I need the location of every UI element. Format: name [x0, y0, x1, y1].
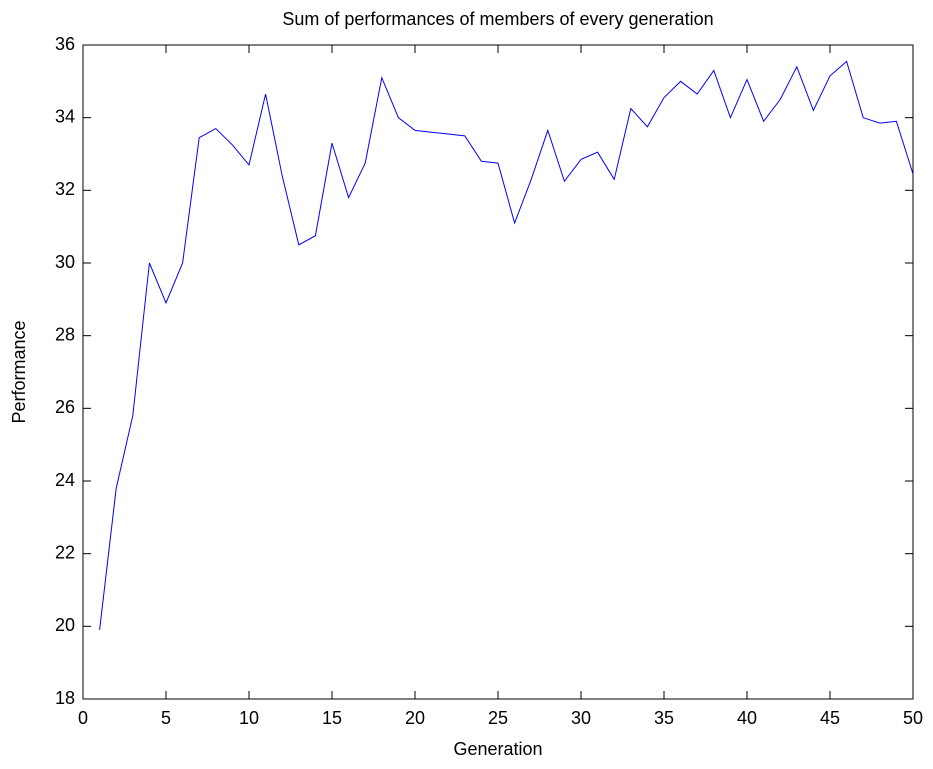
x-tick-label: 30 [571, 708, 591, 728]
x-tick-label: 0 [78, 708, 88, 728]
x-tick-label: 10 [239, 708, 259, 728]
x-axis-label: Generation [453, 739, 542, 759]
y-tick-label: 30 [55, 252, 75, 272]
y-tick-label: 36 [55, 34, 75, 54]
x-tick-label: 40 [737, 708, 757, 728]
y-tick-label: 22 [55, 542, 75, 562]
x-tick-label: 20 [405, 708, 425, 728]
x-tick-label: 35 [654, 708, 674, 728]
y-axis-label: Performance [9, 320, 29, 423]
y-tick-label: 34 [55, 106, 75, 126]
y-tick-label: 18 [55, 688, 75, 708]
x-tick-label: 50 [903, 708, 923, 728]
y-tick-label: 26 [55, 397, 75, 417]
chart-title: Sum of performances of members of every … [282, 9, 713, 29]
y-tick-label: 24 [55, 470, 75, 490]
y-tick-label: 32 [55, 179, 75, 199]
x-tick-label: 15 [322, 708, 342, 728]
x-tick-label: 5 [161, 708, 171, 728]
line-series [99, 60, 914, 631]
y-tick-label: 20 [55, 615, 75, 635]
x-tick-label: 25 [488, 708, 508, 728]
y-tick-label: 28 [55, 324, 75, 344]
x-tick-label: 45 [820, 708, 840, 728]
